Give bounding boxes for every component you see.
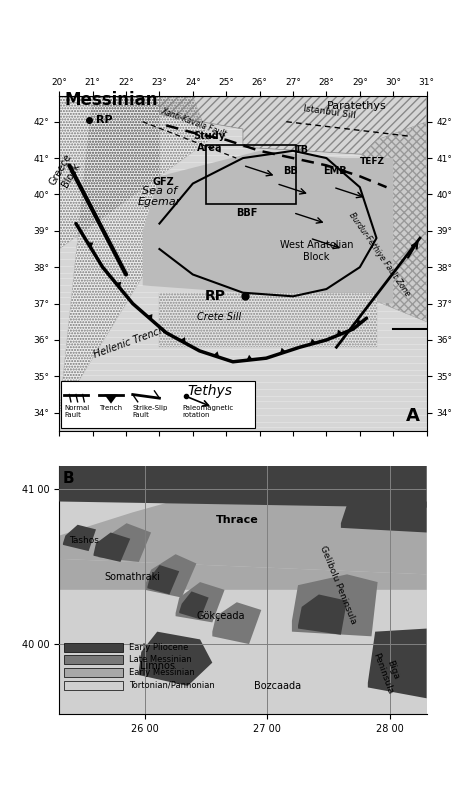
Text: Greece
Block: Greece Block bbox=[48, 152, 84, 192]
Text: Early Pliocene: Early Pliocene bbox=[129, 642, 189, 652]
Polygon shape bbox=[293, 122, 427, 322]
Text: Gökçeada: Gökçeada bbox=[197, 611, 245, 622]
Polygon shape bbox=[139, 632, 212, 686]
Text: Thrace: Thrace bbox=[215, 515, 258, 525]
Text: EMB: EMB bbox=[323, 167, 346, 176]
Text: Trench: Trench bbox=[100, 406, 122, 411]
Polygon shape bbox=[159, 96, 427, 158]
Text: Normal
Fault: Normal Fault bbox=[64, 406, 90, 419]
Text: RP: RP bbox=[96, 115, 113, 125]
Bar bbox=[64, 668, 123, 677]
Text: Paratethys: Paratethys bbox=[327, 101, 386, 111]
Polygon shape bbox=[213, 351, 219, 358]
Text: TB: TB bbox=[295, 144, 309, 155]
Text: West Anatolian
Block: West Anatolian Block bbox=[280, 241, 353, 262]
Polygon shape bbox=[59, 466, 427, 574]
Polygon shape bbox=[99, 523, 151, 562]
Polygon shape bbox=[59, 559, 427, 589]
Polygon shape bbox=[147, 565, 179, 594]
Text: Tashos: Tashos bbox=[69, 536, 99, 545]
Text: Sea of
Egemar: Sea of Egemar bbox=[138, 186, 181, 208]
Text: Biga
Peninsula: Biga Peninsula bbox=[371, 648, 404, 695]
Text: BB: BB bbox=[283, 167, 298, 176]
Text: Strike-Slip
Fault: Strike-Slip Fault bbox=[133, 406, 168, 419]
Polygon shape bbox=[341, 501, 427, 533]
Polygon shape bbox=[337, 330, 343, 336]
Polygon shape bbox=[179, 591, 209, 619]
Text: Messinian: Messinian bbox=[64, 91, 158, 109]
Text: Crete Sill: Crete Sill bbox=[198, 312, 242, 322]
Text: Paleomagnetic
rotation: Paleomagnetic rotation bbox=[183, 406, 234, 419]
Polygon shape bbox=[292, 574, 378, 636]
Text: Istanbul Sill: Istanbul Sill bbox=[303, 103, 356, 120]
Bar bbox=[206, 145, 296, 204]
Polygon shape bbox=[159, 293, 376, 347]
Polygon shape bbox=[104, 395, 118, 403]
Text: Study
Area: Study Area bbox=[193, 132, 226, 153]
Bar bbox=[61, 381, 255, 428]
Bar bbox=[64, 681, 123, 690]
Polygon shape bbox=[357, 319, 363, 326]
Text: BBF: BBF bbox=[236, 209, 258, 218]
Text: GFZ: GFZ bbox=[153, 177, 174, 188]
Text: A: A bbox=[406, 407, 420, 425]
Polygon shape bbox=[280, 348, 286, 354]
Polygon shape bbox=[93, 533, 130, 562]
Text: Xanti-Kavala Fault: Xanti-Kavala Fault bbox=[159, 106, 228, 138]
Text: Tortonian/Pannonian: Tortonian/Pannonian bbox=[129, 681, 215, 690]
Bar bbox=[64, 642, 123, 652]
Polygon shape bbox=[180, 337, 186, 343]
Polygon shape bbox=[59, 466, 427, 508]
Polygon shape bbox=[59, 96, 159, 413]
Text: Bozcaada: Bozcaada bbox=[254, 681, 301, 691]
Polygon shape bbox=[175, 582, 225, 622]
Text: Limnos: Limnos bbox=[140, 661, 175, 670]
Text: Late Messinian: Late Messinian bbox=[129, 655, 192, 664]
Text: Somathraki: Somathraki bbox=[105, 573, 161, 582]
Polygon shape bbox=[368, 629, 427, 699]
Polygon shape bbox=[63, 525, 96, 551]
Text: RP: RP bbox=[205, 290, 226, 303]
Polygon shape bbox=[147, 314, 153, 320]
Polygon shape bbox=[246, 354, 253, 360]
Polygon shape bbox=[145, 554, 196, 597]
Text: Hellenic Trench: Hellenic Trench bbox=[92, 325, 167, 360]
Polygon shape bbox=[88, 242, 93, 249]
Text: Burdur-Fethiye Fault Zone: Burdur-Fethiye Fault Zone bbox=[347, 211, 412, 298]
Text: Tethys: Tethys bbox=[187, 383, 232, 398]
Text: Early Messinian: Early Messinian bbox=[129, 668, 195, 677]
Polygon shape bbox=[298, 594, 347, 634]
Polygon shape bbox=[310, 338, 316, 344]
Bar bbox=[64, 655, 123, 664]
Polygon shape bbox=[143, 151, 393, 304]
Text: Gelibolu Peninsula: Gelibolu Peninsula bbox=[319, 545, 358, 626]
Polygon shape bbox=[59, 96, 210, 249]
Text: B: B bbox=[63, 471, 74, 485]
Polygon shape bbox=[116, 282, 121, 288]
Polygon shape bbox=[212, 602, 261, 644]
Text: TEFZ: TEFZ bbox=[360, 156, 385, 165]
